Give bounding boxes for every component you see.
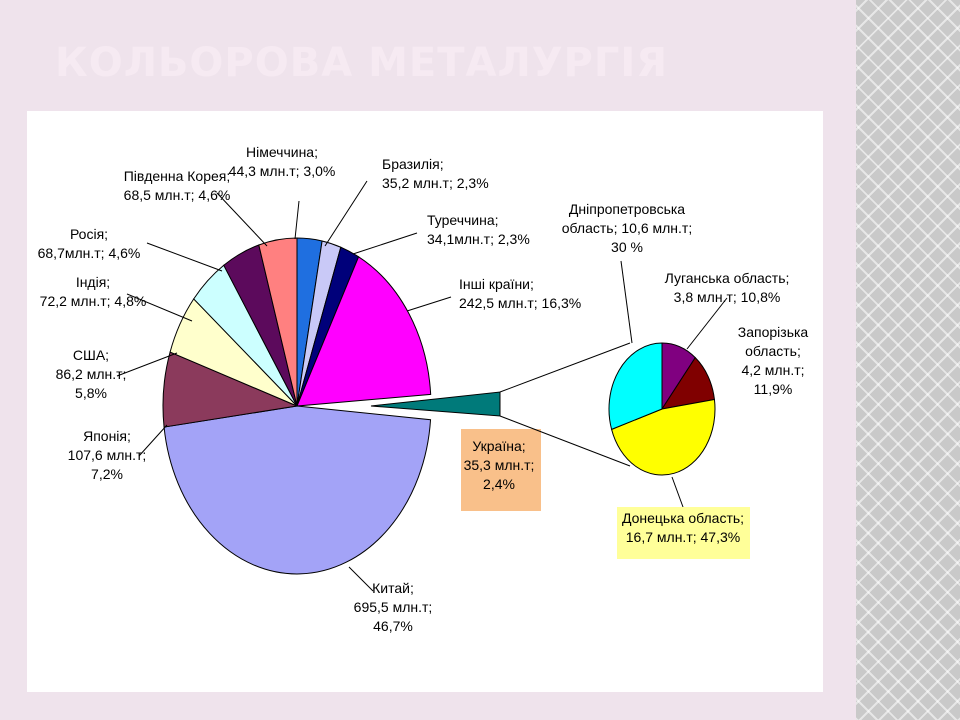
subpie-label-донецька-область: Донецька область; 16,7 млн.т; 47,3% <box>617 507 750 559</box>
pie-label-сша-leader <box>116 352 178 377</box>
subpie-slice-донецька-область <box>610 398 716 476</box>
pie-label-сша: США; 86,2 млн.т; 5,8% <box>56 347 127 401</box>
pie-label-росія-line: 68,7млн.т; 4,6% <box>38 245 141 261</box>
pie-slice-китай <box>163 405 432 575</box>
subpie-label-донецька-область-leader <box>671 476 684 508</box>
pie-label-україна: Україна; 35,3 млн.т; 2,4% <box>461 429 541 511</box>
pie-slice-україна <box>370 391 501 417</box>
pie-label-німеччина-line: Німеччина; <box>246 144 318 160</box>
pie-label-китай-line: Китай; <box>372 580 414 596</box>
pie-label-бразилія-line: 35,2 млн.т; 2,3% <box>382 175 489 191</box>
pie-label-бразилія-line: Бразилія; <box>382 156 444 172</box>
decorative-side-panel <box>856 0 960 720</box>
pie-label-україна-line: Україна; <box>472 438 525 454</box>
pie-label-китай-leader <box>348 566 374 592</box>
pie-label-інші-країни-line: 242,5 млн.т; 16,3% <box>459 295 581 311</box>
pie-label-сша-line: 5,8% <box>75 385 107 401</box>
pie-label-інші-країни-leader <box>406 296 452 312</box>
pie-label-південна-корея-line: Південна Корея; <box>124 168 231 184</box>
subpie-label-запорізька-область-line: Запорізька <box>738 324 809 340</box>
pie-slice-південна-корея <box>258 237 298 407</box>
connector-line-top <box>499 342 631 393</box>
pie-label-туреччина-leader <box>352 232 418 255</box>
pie-label-україна-line: 2,4% <box>483 476 515 492</box>
pie-label-росія-leader <box>146 242 223 272</box>
pie-label-південна-корея: Південна Корея; 68,5 млн.т; 4,6% <box>124 168 231 203</box>
pie-label-німеччина: Німеччина; 44,3 млн.т; 3,0% <box>229 144 336 179</box>
pie-label-японія-line: 107,6 млн.т; <box>68 447 147 463</box>
pie-label-інші-країни-line: Інші країни; <box>459 276 534 292</box>
subpie-label-запорізька-область: Запорізька область; 4,2 млн.т; 11,9% <box>738 324 809 397</box>
pie-label-бразилія: Бразилія; 35,2 млн.т; 2,3% <box>382 156 489 191</box>
subpie-label-луганська-область-line: Луганська область; <box>665 270 790 286</box>
pie-label-бразилія-leader <box>324 180 368 247</box>
subpie-label-запорізька-область-line: область; <box>745 343 801 359</box>
pie-label-китай-line: 695,5 млн.т; <box>354 599 433 615</box>
pie-chart: Німеччина; 44,3 млн.т; 3,0% Бразилія; 35,2 … <box>38 144 809 634</box>
pie-label-росія: Росія; 68,7млн.т; 4,6% <box>38 226 141 261</box>
pie-label-інші-країни: Інші країни; 242,5 млн.т; 16,3% <box>459 276 581 311</box>
subpie-label-луганська-область-leader <box>686 297 728 350</box>
pie-label-росія-line: Росія; <box>70 226 108 242</box>
pie-label-індія-leader <box>126 293 193 322</box>
subpie-label-запорізька-область-line: 11,9% <box>754 381 793 397</box>
subpie-label-луганська-область-line: 3,8 млн.т; 10,8% <box>674 289 781 305</box>
pie-label-туреччина: Туреччина; 34,1млн.т; 2,3% <box>427 212 530 247</box>
subpie-slice-дніпропетровська-область <box>608 342 663 431</box>
connector-line-bottom <box>499 415 631 467</box>
pie-label-україна-bg <box>461 429 541 511</box>
pie-label-німеччина-line: 44,3 млн.т; 3,0% <box>229 163 336 179</box>
pie-label-китай: Китай; 695,5 млн.т; 46,7% <box>354 580 433 634</box>
pie-label-туреччина-line: 34,1млн.т; 2,3% <box>427 231 530 247</box>
subpie-label-дніпропетровська-область-leader <box>620 260 633 344</box>
subpie-label-запорізька-область-line: 4,2 млн.т; <box>741 362 804 378</box>
pie-label-японія: Японія; 107,6 млн.т; 7,2% <box>68 428 147 482</box>
pie-slice-інші-країни <box>296 256 432 407</box>
pie-label-німеччина-leader <box>294 200 300 240</box>
subpie-label-донецька-область-line: 16,7 млн.т; 47,3% <box>626 529 740 545</box>
pie-label-китай-line: 46,7% <box>373 618 413 634</box>
pie-label-туреччина-line: Туреччина; <box>427 212 499 228</box>
pie-label-японія-leader <box>138 424 168 457</box>
pie-label-сша-line: США; <box>73 347 109 363</box>
subpie-label-дніпропетровська-область-line: Дніпропетровська <box>569 201 685 217</box>
chart-panel: Німеччина; 44,3 млн.т; 3,0% Бразилія; 35,2 … <box>27 111 823 692</box>
pie-label-японія-line: 7,2% <box>91 466 123 482</box>
subpie-label-донецька-область-bg <box>617 507 750 559</box>
pie-label-японія-line: Японія; <box>83 428 131 444</box>
pie-label-індія-line: 72,2 млн.т; 4,8% <box>40 293 147 309</box>
pie-label-сша-line: 86,2 млн.т; <box>56 366 127 382</box>
subpie-label-донецька-область-line: Донецька область; <box>622 510 744 526</box>
pie-label-індія: Індія; 72,2 млн.т; 4,8% <box>40 274 147 309</box>
subpie-label-луганська-область: Луганська область; 3,8 млн.т; 10,8% <box>665 270 790 305</box>
subpie-label-дніпропетровська-область: Дніпропетровська область; 10,6 млн.т; 30 % <box>562 201 692 255</box>
pie-label-південна-корея-leader <box>216 192 268 247</box>
pie-label-південна-корея-line: 68,5 млн.т; 4,6% <box>124 187 231 203</box>
subpie-label-дніпропетровська-область-line: 30 % <box>611 239 643 255</box>
pie-label-індія-line: Індія; <box>76 274 110 290</box>
subpie-label-дніпропетровська-область-line: область; 10,6 млн.т; <box>562 220 692 236</box>
slide-title: КОЛЬОРОВА МЕТАЛУРГІЯ <box>55 40 669 86</box>
pie-label-україна-line: 35,3 млн.т; <box>464 457 535 473</box>
